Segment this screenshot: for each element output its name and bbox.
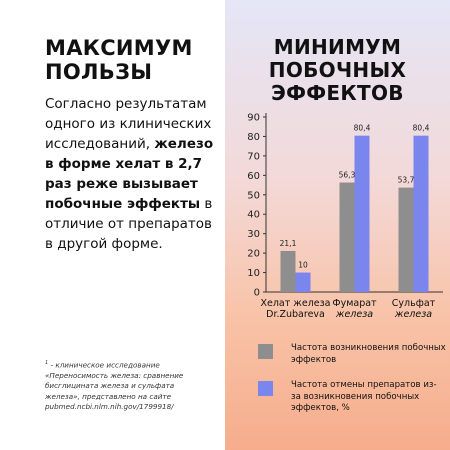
- x-category-label: Фумарат: [332, 298, 377, 309]
- right-heading-line: МИНИМУМ: [273, 35, 402, 59]
- bar-chart: 0 10 20 30 40 50 60 70 80 90 21,1 10 Хелат железаDr.…: [247, 113, 443, 320]
- y-tick-label: 40: [247, 210, 260, 221]
- bar-series-2: [295, 272, 311, 292]
- left-panel: МАКСИМУМ ПОЛЬЗЫ Согласно результатам одн…: [45, 36, 221, 413]
- legend-swatch: [258, 381, 273, 396]
- x-category-label: Сульфат: [392, 298, 436, 309]
- left-heading-line: МАКСИМУМ: [45, 36, 193, 60]
- y-tick-label: 0: [254, 288, 260, 299]
- right-heading: МИНИМУМ ПОБОЧНЫХ ЭФФЕКТОВ: [225, 36, 450, 105]
- y-tick-label: 70: [247, 151, 260, 162]
- paragraph-text: в отличие от препаратов в другой форме.: [45, 196, 213, 252]
- footnote: 1 - клиническое исследование «Переносимо…: [45, 358, 210, 413]
- bar-value-label: 80,4: [413, 124, 430, 133]
- x-category-label: железа: [335, 309, 373, 320]
- y-tick-label: 90: [247, 113, 260, 124]
- left-heading: МАКСИМУМ ПОЛЬЗЫ: [45, 36, 220, 84]
- y-tick-label: 80: [247, 132, 260, 143]
- y-tick-label: 30: [247, 229, 260, 240]
- bar-series-1: [280, 250, 296, 292]
- y-tick-label: 10: [247, 268, 260, 279]
- legend-label: Частота отмены препаратов из-за возникно…: [291, 380, 437, 413]
- y-tick-label: 20: [247, 249, 260, 260]
- right-heading-line: ЭФФЕКТОВ: [271, 81, 404, 105]
- bar-series-2: [354, 135, 370, 292]
- paragraph-text: Согласно результатам одного из клиническ…: [45, 96, 212, 152]
- x-category-label: Dr.Zubareva: [266, 309, 325, 320]
- legend-swatch: [258, 344, 273, 359]
- paragraph-highlight: железо в форме хелат в 2,7 раз реже вызы…: [45, 136, 214, 212]
- legend-item-series-2: Частота отмены препаратов из-за возникно…: [258, 380, 448, 420]
- bar-value-label: 10: [298, 261, 308, 270]
- y-tick-label: 60: [247, 171, 260, 182]
- bar-series-1: [398, 187, 414, 292]
- right-heading-line: ПОБОЧНЫХ: [268, 58, 407, 82]
- x-category-label: железа: [394, 309, 432, 320]
- legend-label: Частота возникновения побочных эффектов: [291, 343, 446, 365]
- bar-series-1: [339, 182, 355, 292]
- legend-item-series-1: Частота возникновения побочных эффектов: [258, 343, 448, 383]
- y-tick-label: 50: [247, 190, 260, 201]
- bar-value-label: 56,3: [339, 171, 356, 180]
- bar-series-2: [413, 135, 429, 292]
- bar-value-label: 53,7: [398, 176, 415, 185]
- left-heading-line: ПОЛЬЗЫ: [45, 60, 153, 84]
- footnote-mark: 1: [45, 360, 49, 366]
- bar-value-label: 80,4: [354, 124, 371, 133]
- study-paragraph: Согласно результатам одного из клиническ…: [45, 94, 221, 254]
- footnote-text: - клиническое исследование «Переносимост…: [45, 360, 184, 412]
- x-category-label: Хелат железа: [261, 298, 331, 309]
- bar-value-label: 21,1: [280, 239, 297, 248]
